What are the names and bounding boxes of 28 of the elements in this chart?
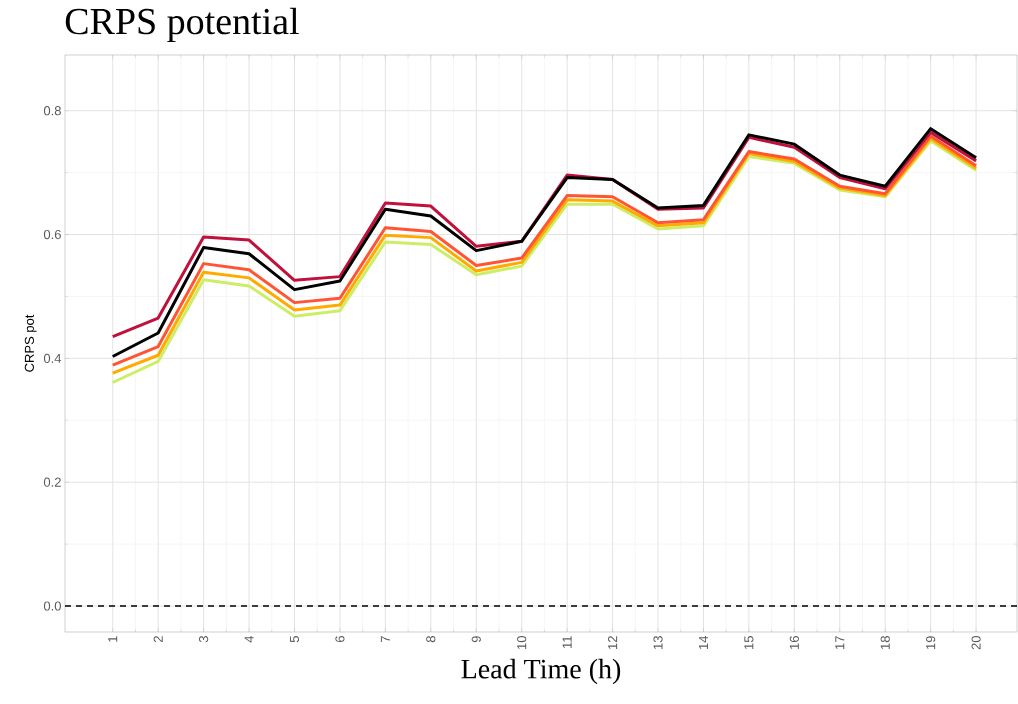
x-tick-label: 14 — [698, 635, 708, 649]
y-tick-label: 0.2 — [43, 477, 61, 487]
x-tick-label: 16 — [789, 636, 799, 649]
y-tick-label: 0.8 — [43, 106, 61, 116]
x-tick-label: 6 — [335, 636, 345, 643]
y-tick-label: 0.4 — [43, 353, 62, 363]
chart-title: CRPS potential — [65, 7, 299, 43]
x-tick-label: 1 — [108, 636, 118, 642]
x-tick-label: 19 — [926, 636, 936, 649]
x-tick-label: 8 — [426, 636, 436, 643]
x-tick-label: 9 — [471, 636, 481, 643]
x-tick-label: 10 — [517, 636, 527, 649]
x-tick-label: 5 — [289, 636, 300, 643]
x-tick-label: 4 — [244, 635, 254, 643]
x-tick-label: 2 — [153, 636, 163, 643]
x-tick-label: 20 — [971, 636, 981, 650]
y-tick-label: 0.6 — [43, 229, 61, 240]
x-axis-title: Lead Time (h) — [461, 658, 621, 685]
x-tick-label: 3 — [199, 636, 209, 643]
x-tick-label: 12 — [608, 636, 618, 649]
y-axis-title: CRPS pot — [24, 314, 37, 372]
x-tick-label: 7 — [380, 636, 390, 643]
x-tick-label: 15 — [744, 636, 754, 649]
x-tick-label: 11 — [562, 636, 572, 649]
x-tick-label: 18 — [880, 636, 890, 649]
x-tick-label: 13 — [653, 636, 663, 649]
x-tick-label: 17 — [835, 636, 845, 649]
y-tick-label: 0.0 — [43, 601, 61, 611]
